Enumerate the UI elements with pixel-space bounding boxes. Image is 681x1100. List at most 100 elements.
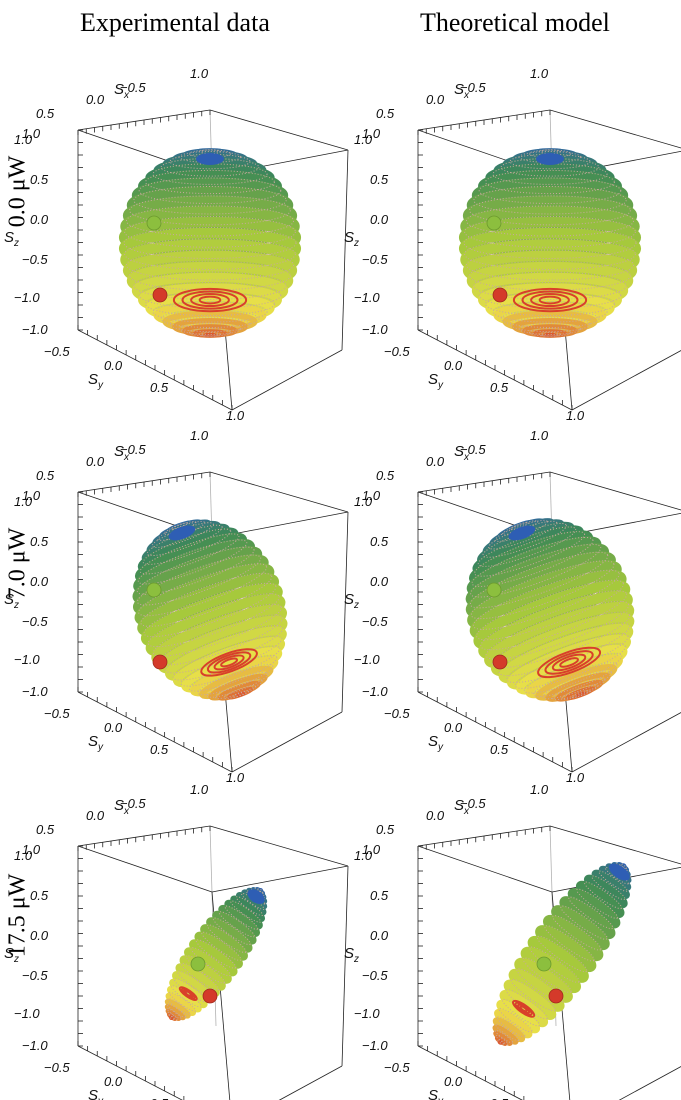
sz-tick-label: 1.0 (354, 132, 373, 147)
dotted-ring (485, 169, 615, 195)
latitude-band (484, 601, 635, 669)
latitude-band (497, 1039, 503, 1045)
box-edge (231, 711, 343, 773)
sz-tick-label: 1.0 (14, 132, 33, 147)
dotted-ring (476, 579, 624, 641)
sz-tick-label: 0.0 (370, 928, 389, 943)
sx-tick-label: 1.0 (22, 842, 41, 857)
box-edge (618, 1066, 681, 1100)
box-edge (571, 350, 681, 411)
dotted-ring (510, 978, 556, 1012)
dotted-ring (250, 888, 266, 900)
dotted-ring (166, 1008, 182, 1020)
sx-tick-label: 1.0 (362, 842, 381, 857)
column-title-theoretical: Theoretical model (420, 8, 610, 37)
sx-tick-label: −0.5 (460, 80, 486, 95)
sy-tick-label: −1.0 (22, 1038, 48, 1053)
dotted-ring (494, 519, 548, 542)
dotted-ring (472, 569, 620, 630)
dotted-ring (522, 957, 572, 993)
dotted-ring (604, 866, 629, 885)
dotted-ring (516, 968, 564, 1003)
sy-tick-label: 0.5 (490, 1096, 509, 1100)
dotted-ring (133, 186, 287, 215)
green-marker (190, 956, 206, 972)
red-marker (152, 287, 168, 303)
sz-axis-sub: z (13, 238, 19, 249)
sy-tick-label: 1.0 (566, 408, 585, 423)
green-marker (146, 215, 162, 231)
sz-axis-sub: z (353, 954, 359, 965)
dotted-ring (180, 645, 281, 687)
bottom-ring (190, 293, 230, 308)
sy-axis-label: Sy (428, 733, 444, 753)
sz-tick-label: −0.5 (362, 614, 388, 629)
sy-tick-label: −0.5 (384, 1060, 410, 1075)
bloch-surface (132, 519, 288, 701)
dotted-ring (179, 150, 241, 163)
dotted-ring (500, 309, 600, 329)
box-edge (209, 825, 349, 867)
latitude-band (166, 1012, 178, 1021)
dotted-ring (235, 896, 264, 917)
sy-tick-label: 0.0 (104, 720, 123, 735)
sz-axis-label: Sz (4, 945, 19, 965)
box-edge (209, 471, 349, 513)
dotted-ring (145, 169, 275, 195)
sy-tick-label: −0.5 (384, 344, 410, 359)
dotted-ring (146, 524, 223, 557)
dotted-ring (576, 888, 619, 919)
dotted-ring (136, 546, 255, 595)
sz-tick-label: 0.5 (30, 172, 49, 187)
sx-tick-label: 1.0 (22, 126, 41, 141)
dotted-ring (179, 323, 241, 336)
sy-axis-sub: y (437, 380, 444, 391)
sy-tick-label: 1.0 (226, 770, 245, 785)
bottom-ring (200, 648, 258, 677)
bottom-ring (537, 646, 602, 679)
dotted-ring (195, 939, 237, 969)
sz-axis-sub: z (353, 600, 359, 611)
sz-axis-label: Sz (344, 945, 359, 965)
sx-tick-label: 1.0 (530, 66, 549, 81)
sx-tick-label: 0.5 (36, 468, 55, 483)
bottom-ring (521, 290, 579, 310)
sy-axis-sub: y (97, 742, 104, 753)
dotted-ring (477, 526, 577, 567)
dotted-ring (498, 1007, 533, 1033)
dotted-ring (552, 678, 606, 701)
sx-tick-label: 0.0 (86, 92, 105, 107)
dotted-ring (495, 1023, 520, 1042)
sx-tick-label: 0.0 (426, 808, 445, 823)
dotted-ring (152, 163, 268, 185)
dotted-ring (470, 560, 615, 620)
dotted-ring (257, 888, 264, 893)
sy-tick-label: 0.5 (150, 742, 169, 757)
sx-tick-label: −0.5 (460, 796, 486, 811)
dotted-ring (124, 238, 296, 270)
sz-axis-label: Sz (4, 591, 19, 611)
sx-tick-label: 1.0 (530, 782, 549, 797)
sy-axis-label: Sy (88, 733, 104, 753)
sx-tick-label: 0.5 (376, 106, 395, 121)
panel-exp-0: 1.00.50.0−0.51.0Sx1.00.50.0−0.5−1.0Sz−1.… (4, 66, 349, 423)
sx-tick-label: 1.0 (530, 428, 549, 443)
dotted-ring (138, 177, 282, 204)
dotted-ring (523, 653, 623, 694)
sy-tick-label: 0.5 (150, 380, 169, 395)
box-edge (341, 149, 349, 351)
dotted-ring (230, 900, 261, 923)
sz-tick-label: 0.0 (30, 574, 49, 589)
dotted-ring (224, 905, 259, 930)
sz-tick-label: 0.0 (370, 212, 389, 227)
dotted-ring (157, 520, 206, 541)
dotted-ring (152, 603, 282, 657)
dotted-ring (124, 216, 296, 248)
sy-axis-sub: y (437, 742, 444, 753)
latitude-band (478, 590, 633, 660)
dotted-ring (201, 931, 242, 961)
dotted-ring (464, 216, 636, 248)
sz-tick-label: −1.0 (354, 1006, 380, 1021)
sz-axis-label: Sz (4, 229, 19, 249)
dotted-ring (478, 177, 622, 204)
